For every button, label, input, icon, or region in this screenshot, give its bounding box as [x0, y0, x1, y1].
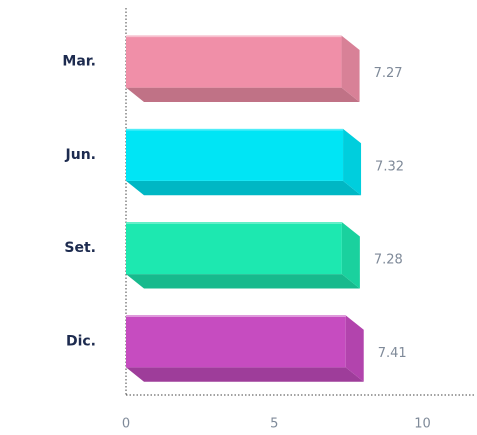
y-tick-label: Jun. [65, 147, 96, 163]
bar-side [341, 222, 360, 289]
bar [126, 222, 360, 289]
value-label: 7.32 [375, 159, 404, 174]
bar-front [126, 128, 344, 181]
y-tick-label: Mar. [62, 54, 96, 70]
bar [126, 128, 362, 196]
x-tick-label: 0 [122, 417, 130, 432]
bar-bottom [126, 87, 360, 103]
value-label: 7.41 [378, 346, 407, 361]
value-label: 7.27 [374, 66, 403, 81]
value-label: 7.28 [374, 253, 403, 268]
bar-bottom [126, 274, 360, 289]
bar-bottom [126, 367, 364, 382]
y-tick-label: Set. [64, 240, 96, 256]
bar-side [341, 35, 360, 103]
bar-side [343, 128, 362, 196]
bar-front [126, 222, 342, 275]
bar-side [345, 315, 364, 382]
x-tick-label: 10 [414, 417, 431, 432]
bar-front [126, 315, 346, 368]
y-tick-label: Dic. [66, 333, 96, 349]
bar-bottom [126, 180, 362, 196]
bar [126, 315, 364, 382]
bar [126, 35, 360, 103]
x-tick-label: 5 [270, 417, 278, 432]
bar-front [126, 35, 342, 88]
